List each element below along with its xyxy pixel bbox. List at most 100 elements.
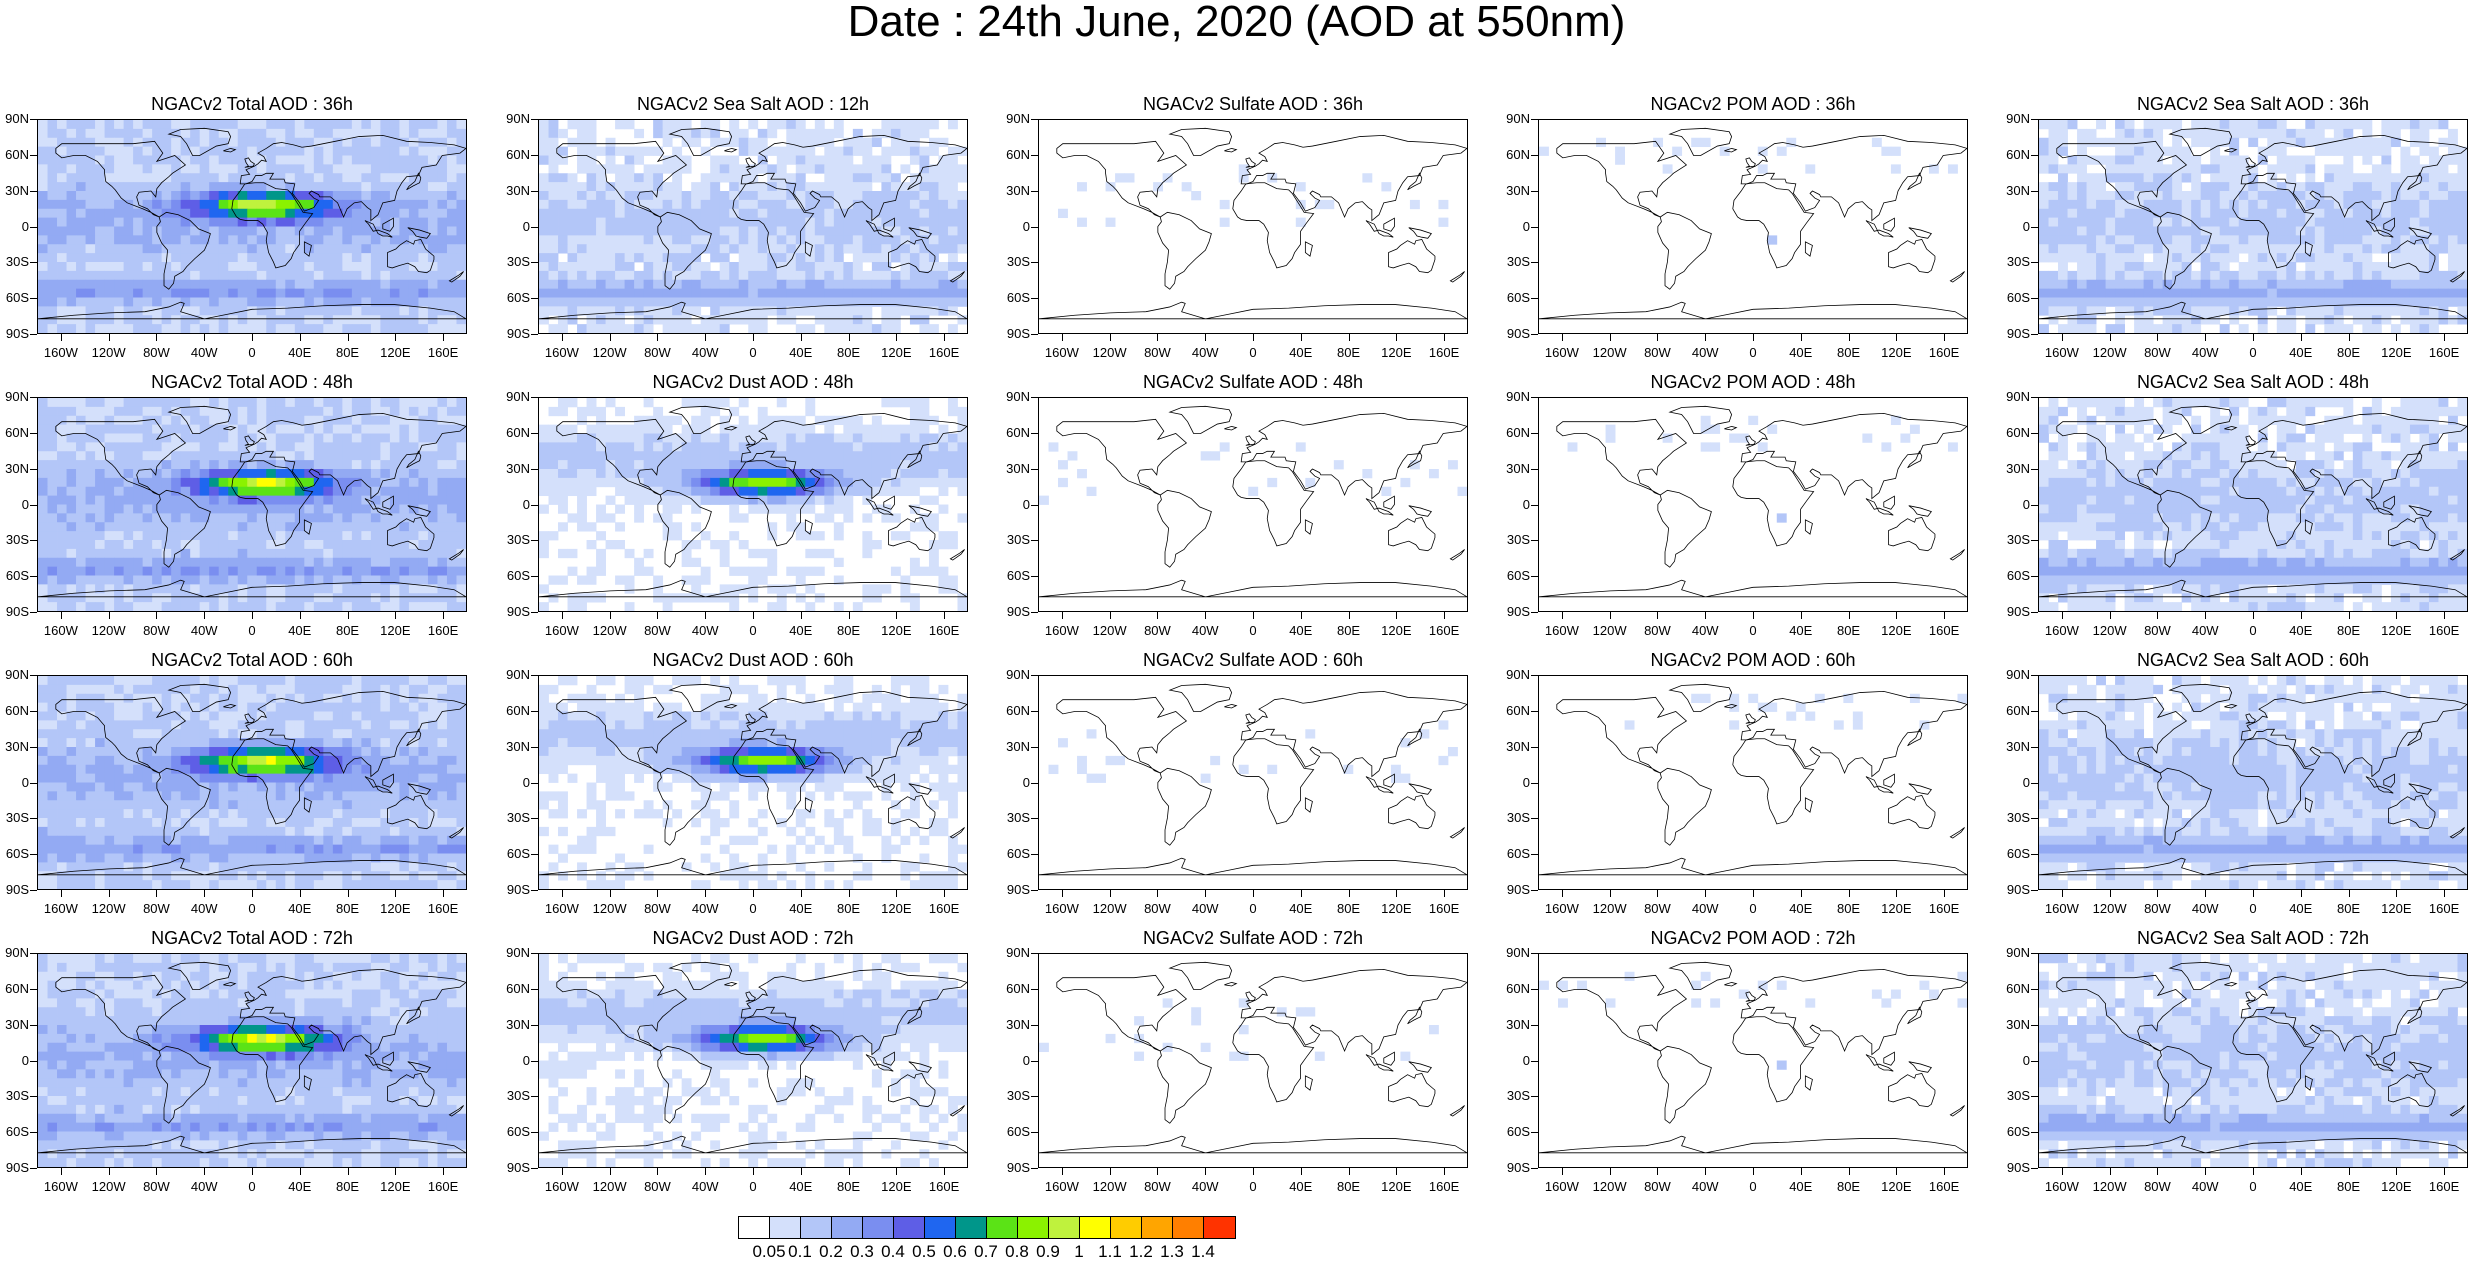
lon-tick — [1896, 890, 1897, 897]
lat-label: 30S — [1994, 532, 2030, 547]
lat-tick — [30, 433, 37, 434]
lon-label: 0 — [227, 345, 277, 360]
lat-label: 30N — [494, 1017, 530, 1032]
lat-tick — [531, 155, 538, 156]
map-canvas — [38, 954, 466, 1167]
lon-tick — [1849, 890, 1850, 897]
world-map — [2038, 953, 2468, 1168]
lon-tick — [1205, 612, 1206, 619]
lon-label: 40E — [1776, 623, 1826, 638]
lon-label: 80E — [824, 345, 874, 360]
lon-label: 160W — [36, 345, 86, 360]
colorbar-swatch — [894, 1217, 925, 1238]
world-map — [538, 675, 968, 890]
lat-label: 0 — [494, 775, 530, 790]
lon-label: 120W — [2085, 623, 2135, 638]
lat-tick — [1031, 1025, 1038, 1026]
lon-label: 40W — [1680, 901, 1730, 916]
lat-tick — [30, 890, 37, 891]
lon-tick — [443, 612, 444, 619]
lon-label: 120W — [2085, 1179, 2135, 1194]
lat-tick — [2031, 469, 2038, 470]
map-canvas — [539, 954, 967, 1167]
lat-tick — [1531, 433, 1538, 434]
lat-label: 0 — [0, 219, 29, 234]
lon-tick — [2253, 1168, 2254, 1175]
lat-tick — [2031, 783, 2038, 784]
lat-label: 90S — [1994, 882, 2030, 897]
lon-tick — [61, 890, 62, 897]
lat-tick — [30, 1061, 37, 1062]
lat-label: 90S — [1494, 326, 1530, 341]
lon-tick — [1110, 612, 1111, 619]
lon-label: 40W — [1180, 345, 1230, 360]
lon-tick — [801, 1168, 802, 1175]
lat-label: 60N — [994, 425, 1030, 440]
lon-tick — [2301, 1168, 2302, 1175]
lat-label: 60N — [494, 425, 530, 440]
lon-tick — [610, 890, 611, 897]
lat-label: 60N — [1494, 981, 1530, 996]
lon-label: 0 — [1728, 623, 1778, 638]
map-canvas — [2039, 120, 2467, 333]
panel-title: NGACv2 Sea Salt AOD : 72h — [2053, 928, 2453, 949]
aod-shading — [1039, 442, 1467, 505]
lon-tick — [252, 334, 253, 341]
lat-label: 60N — [1494, 425, 1530, 440]
lat-tick — [1031, 227, 1038, 228]
lat-label: 30S — [1994, 254, 2030, 269]
lon-label: 120W — [84, 901, 134, 916]
lon-label: 160W — [2037, 345, 2087, 360]
lat-tick — [531, 334, 538, 335]
lat-label: 30N — [1994, 461, 2030, 476]
lon-tick — [1157, 612, 1158, 619]
lat-tick — [531, 1025, 538, 1026]
coastlines — [1539, 684, 1967, 875]
lon-label: 40E — [776, 1179, 826, 1194]
lat-label: 60N — [1994, 703, 2030, 718]
panel-title: NGACv2 Total AOD : 72h — [52, 928, 452, 949]
world-map — [1038, 675, 1468, 890]
lat-tick — [1031, 576, 1038, 577]
lon-tick — [2253, 890, 2254, 897]
lon-tick — [109, 334, 110, 341]
lat-tick — [531, 1096, 538, 1097]
lon-tick — [610, 334, 611, 341]
lat-label: 30S — [1494, 810, 1530, 825]
lon-label: 120E — [370, 1179, 420, 1194]
lon-label: 160E — [1419, 623, 1469, 638]
lon-label: 40W — [2180, 623, 2230, 638]
lon-label: 80E — [2324, 901, 2374, 916]
lon-tick — [1944, 334, 1945, 341]
lon-tick — [2062, 612, 2063, 619]
aod-shading — [2039, 676, 2467, 889]
lat-label: 90N — [1494, 945, 1530, 960]
lon-label: 160E — [919, 345, 969, 360]
lon-tick — [156, 612, 157, 619]
lon-tick — [2349, 612, 2350, 619]
lat-label: 30S — [994, 1088, 1030, 1103]
lon-label: 160W — [2037, 1179, 2087, 1194]
lon-tick — [562, 612, 563, 619]
lon-tick — [2396, 612, 2397, 619]
map-canvas — [2039, 676, 2467, 889]
lon-label: 0 — [728, 1179, 778, 1194]
lon-label: 40W — [1180, 623, 1230, 638]
lon-label: 120E — [871, 1179, 921, 1194]
colorbar-swatch — [1080, 1217, 1111, 1238]
lat-tick — [531, 953, 538, 954]
lat-label: 60S — [994, 1124, 1030, 1139]
map-canvas — [1539, 120, 1967, 333]
lat-tick — [30, 227, 37, 228]
lat-tick — [30, 953, 37, 954]
lon-label: 80W — [1632, 1179, 1682, 1194]
panel-title: NGACv2 POM AOD : 60h — [1553, 650, 1953, 671]
lat-tick — [1531, 783, 1538, 784]
lat-label: 30N — [1494, 1017, 1530, 1032]
lat-label: 60S — [1494, 1124, 1530, 1139]
map-canvas — [1039, 676, 1467, 889]
lat-label: 30N — [494, 739, 530, 754]
lat-tick — [30, 1025, 37, 1026]
map-canvas — [2039, 954, 2467, 1167]
lon-tick — [2349, 1168, 2350, 1175]
